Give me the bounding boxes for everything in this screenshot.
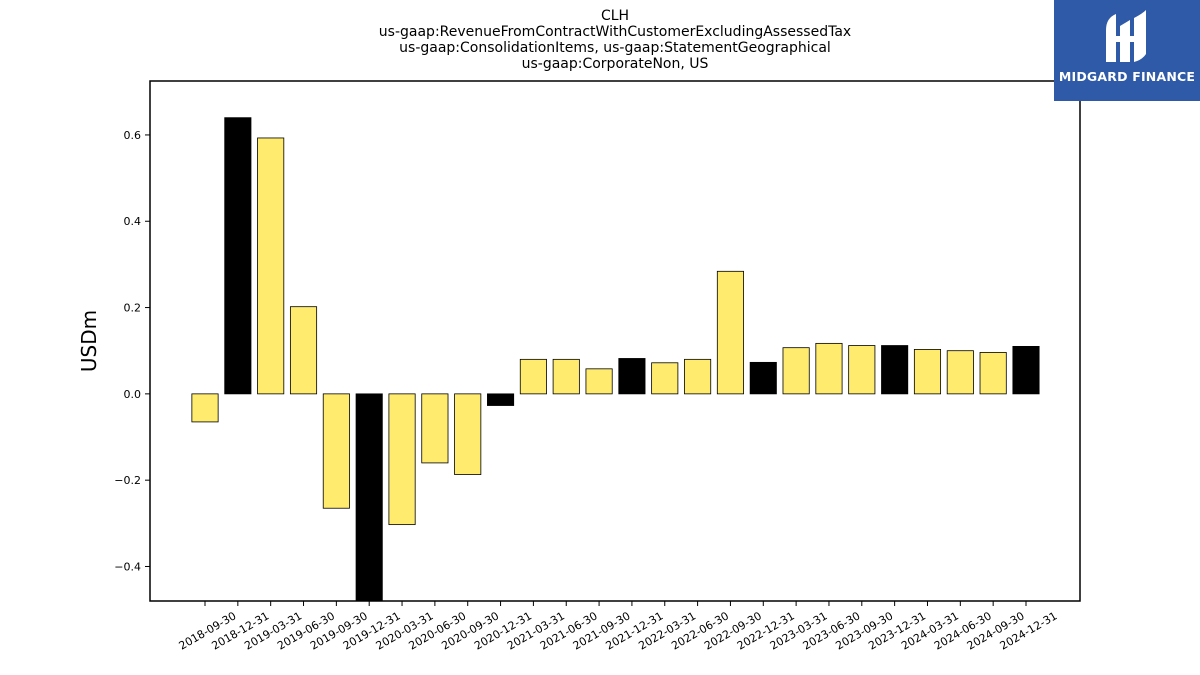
title-line-2: us-gaap:RevenueFromContractWithCustomerE… bbox=[379, 24, 851, 40]
bar-2021-09-30 bbox=[585, 368, 613, 395]
y-tick-label: 0.0 bbox=[124, 388, 142, 401]
plot-frame bbox=[149, 80, 1081, 602]
x-axis: 2018-09-302018-12-312019-03-312019-06-30… bbox=[177, 601, 1060, 653]
bar-2023-03-31 bbox=[782, 347, 810, 395]
bar-2021-12-31 bbox=[618, 358, 646, 395]
bar-2022-06-30 bbox=[684, 358, 712, 395]
y-tick-label: −0.2 bbox=[114, 474, 141, 487]
title-line-4: us-gaap:CorporateNon, US bbox=[522, 56, 709, 72]
bars-group bbox=[191, 117, 1040, 602]
bar-2023-06-30 bbox=[815, 342, 843, 395]
title-line-3: us-gaap:ConsolidationItems, us-gaap:Stat… bbox=[399, 40, 831, 56]
bar-2019-06-30 bbox=[289, 306, 318, 395]
logo-mark-icon bbox=[1106, 10, 1146, 62]
bar-2020-03-31 bbox=[388, 393, 416, 526]
bar-2021-06-30 bbox=[552, 358, 580, 395]
y-tick-label: 0.6 bbox=[124, 129, 142, 142]
midgard-finance-logo: MIDGARD FINANCE bbox=[1054, 0, 1200, 101]
bar-2022-12-31 bbox=[749, 361, 777, 395]
bar-2022-09-30 bbox=[716, 270, 744, 395]
y-tick-label: 0.2 bbox=[124, 302, 142, 315]
bar-2024-03-31 bbox=[913, 349, 942, 395]
bar-2019-03-31 bbox=[257, 137, 285, 395]
bar-2019-12-31 bbox=[355, 393, 383, 602]
bar-2024-06-30 bbox=[946, 350, 974, 395]
bar-2020-06-30 bbox=[421, 393, 449, 464]
logo-text: MIDGARD FINANCE bbox=[1058, 69, 1196, 84]
y-tick-label: 0.4 bbox=[124, 215, 142, 228]
bar-2019-09-30 bbox=[322, 393, 350, 509]
bar-2023-09-30 bbox=[848, 345, 876, 395]
y-axis-label: USDm bbox=[77, 310, 101, 372]
bar-2021-03-31 bbox=[519, 358, 547, 395]
bar-2024-09-30 bbox=[979, 352, 1007, 395]
bar-2023-12-31 bbox=[881, 345, 909, 395]
bar-2022-03-31 bbox=[651, 362, 679, 395]
bar-2018-09-30 bbox=[191, 393, 219, 423]
bar-2024-12-31 bbox=[1012, 345, 1040, 395]
y-axis: −0.4 −0.2 0.0 0.2 0.4 0.6 bbox=[114, 129, 150, 573]
bar-2018-12-31 bbox=[224, 117, 252, 395]
y-tick-label: −0.4 bbox=[114, 560, 141, 573]
bar-2020-09-30 bbox=[454, 393, 482, 475]
title-line-1: CLH bbox=[601, 8, 629, 24]
bar-2020-12-31 bbox=[487, 393, 515, 406]
chart-title: CLH us-gaap:RevenueFromContractWithCusto… bbox=[379, 8, 851, 72]
